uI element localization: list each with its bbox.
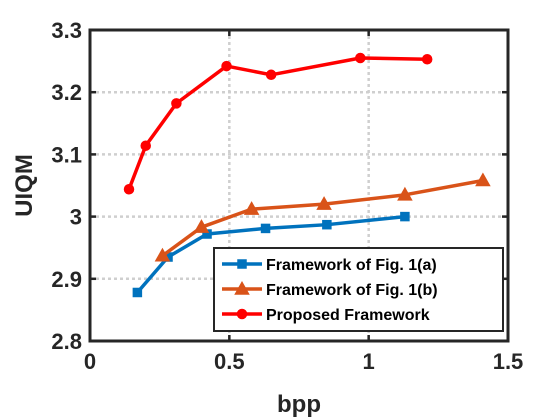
- data-point: [123, 183, 135, 195]
- data-point: [154, 247, 171, 262]
- x-tick-label: 0.5: [214, 349, 245, 374]
- data-point: [400, 211, 410, 222]
- legend-box: [213, 247, 504, 332]
- y-axis-label: UIQM: [11, 154, 38, 217]
- x-tick-label: 1.5: [493, 349, 524, 374]
- data-point: [316, 196, 332, 210]
- legend-marker: [236, 308, 248, 320]
- y-tick-label: 3.3: [51, 18, 82, 43]
- y-tick-label: 3.1: [51, 142, 82, 167]
- data-point: [265, 69, 277, 81]
- ticks: 0 0.5 1 1.5 2.8 2.9 3 3.1 3.2 3.3: [51, 18, 523, 374]
- data-point: [140, 140, 151, 151]
- legend: Framework of Fig. 1(a) Framework of Fig. …: [213, 247, 504, 332]
- legend-label: Framework of Fig. 1(a): [266, 257, 437, 274]
- data-point: [243, 201, 260, 215]
- series-line: [136, 214, 406, 294]
- series-proposed: [123, 52, 433, 195]
- y-tick-label: 2.9: [51, 267, 82, 292]
- x-axis-label: bpp: [277, 391, 321, 418]
- data-point: [421, 53, 433, 65]
- data-point: [322, 219, 332, 230]
- x-tick-label: 1: [363, 349, 375, 374]
- x-tick-label: 0: [84, 349, 96, 374]
- plot-frame: [88, 28, 510, 343]
- y-tick-label: 3: [70, 205, 82, 230]
- data-point: [132, 287, 143, 298]
- data-point: [355, 52, 366, 64]
- data-point: [193, 219, 210, 233]
- legend-marker: [237, 259, 247, 269]
- data-point: [397, 186, 413, 201]
- legend-marker: [234, 280, 250, 295]
- y-tick-label: 2.8: [51, 329, 82, 354]
- series-fig1b: [154, 172, 491, 262]
- data-point: [475, 172, 491, 187]
- data-point: [221, 60, 232, 72]
- legend-label: Framework of Fig. 1(b): [266, 282, 438, 299]
- y-tick-label: 3.2: [51, 80, 82, 105]
- series-fig1a: [132, 211, 410, 298]
- data-point: [260, 223, 271, 234]
- series-layer: [123, 52, 491, 298]
- legend-label: Proposed Framework: [266, 307, 430, 324]
- data-point: [171, 98, 182, 109]
